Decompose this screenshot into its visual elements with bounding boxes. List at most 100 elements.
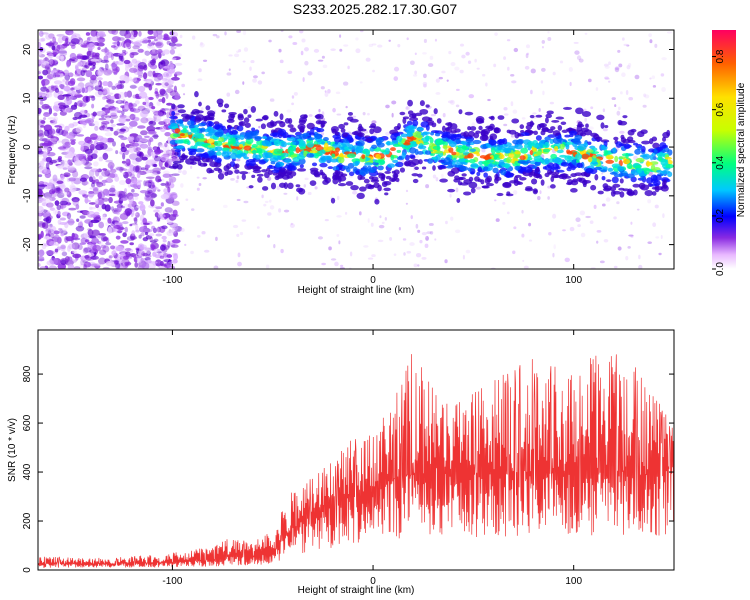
noise-blob — [83, 141, 91, 149]
noise-blob — [41, 103, 50, 110]
noise-blob — [116, 37, 122, 41]
ridge-blob — [626, 173, 635, 179]
noise-blob — [307, 191, 312, 196]
noise-blob — [441, 70, 446, 74]
ridge-blob — [663, 179, 667, 185]
ridge-blob — [248, 185, 254, 189]
noise-blob — [599, 260, 605, 264]
noise-blob — [79, 114, 88, 118]
ridge-blob — [506, 156, 512, 164]
noise-blob — [389, 236, 393, 241]
ridge-blob — [651, 136, 658, 142]
noise-blob — [83, 157, 93, 162]
noise-blob — [602, 108, 606, 113]
noise-blob — [112, 216, 121, 223]
ridge-blob — [309, 150, 318, 154]
ridge-blob — [392, 173, 399, 179]
ridge-blob — [217, 173, 225, 180]
noise-blob — [574, 50, 580, 55]
noise-blob — [67, 218, 75, 226]
ridge-blob — [406, 132, 414, 137]
noise-blob — [128, 145, 138, 151]
ridge-blob — [203, 152, 209, 159]
noise-blob — [80, 259, 85, 266]
ridge-blob — [427, 122, 434, 126]
noise-blob — [530, 68, 536, 74]
noise-blob — [415, 223, 419, 229]
noise-blob — [166, 102, 173, 106]
noise-blob — [198, 68, 202, 73]
ridge-blob — [523, 166, 533, 173]
ridge-blob — [531, 178, 538, 185]
ridge-blob — [516, 180, 521, 185]
ridge-blob — [337, 175, 347, 182]
ridge-blob — [571, 138, 581, 145]
noise-blob — [128, 67, 138, 73]
noise-blob — [134, 261, 139, 268]
noise-blob — [112, 68, 119, 75]
ridge-blob — [551, 120, 560, 123]
ridge-blob — [251, 174, 256, 179]
ridge-blob — [377, 165, 384, 171]
noise-blob — [84, 219, 93, 224]
colorbar-ticks: 0.00.20.40.60.8 — [712, 49, 726, 276]
ridge-blob — [171, 110, 176, 117]
noise-blob — [159, 125, 166, 133]
noise-blob — [445, 220, 448, 225]
noise-blob — [314, 186, 318, 190]
ridge-blob — [520, 147, 529, 154]
noise-blob — [145, 80, 152, 84]
ridge-blob — [381, 181, 388, 188]
noise-blob — [84, 254, 90, 259]
noise-blob — [153, 110, 162, 116]
ridge-blob — [470, 187, 476, 194]
noise-blob — [585, 215, 591, 219]
noise-blob — [64, 74, 71, 81]
noise-blob — [549, 101, 555, 105]
noise-blob — [71, 242, 80, 250]
noise-blob — [158, 98, 164, 102]
noise-blob — [137, 62, 147, 70]
noise-blob — [57, 155, 63, 160]
y-tick-label: 0 — [22, 567, 33, 573]
noise-blob — [576, 55, 582, 61]
ridge-blob — [623, 143, 631, 150]
noise-blob — [616, 201, 620, 205]
noise-blob — [406, 250, 412, 254]
noise-blob — [548, 232, 552, 236]
ridge-blob — [581, 110, 592, 118]
noise-blob — [38, 75, 44, 80]
noise-blob — [521, 117, 526, 120]
noise-blob — [125, 40, 131, 48]
noise-blob — [172, 156, 177, 162]
ridge-blob — [585, 123, 589, 128]
ridge-blob — [552, 130, 561, 136]
noise-blob — [405, 106, 409, 110]
ridge-blob — [321, 141, 326, 145]
ridge-blob — [407, 99, 413, 107]
noise-blob — [38, 30, 44, 37]
ridge-blob — [387, 163, 396, 168]
noise-blob — [79, 220, 83, 226]
noise-blob — [628, 96, 634, 101]
ridge-blob — [331, 153, 336, 158]
noise-blob — [413, 263, 418, 268]
noise-blob — [159, 260, 164, 266]
noise-blob — [604, 77, 610, 80]
ridge-blob — [496, 139, 505, 146]
ridge-blob — [295, 184, 301, 188]
noise-blob — [111, 85, 116, 90]
ridge-blob — [519, 124, 525, 130]
ridge-blob — [190, 111, 196, 115]
ridge-blob — [626, 163, 633, 170]
noise-blob — [103, 69, 108, 73]
noise-blob — [138, 201, 144, 205]
ridge-blob — [484, 177, 491, 184]
noise-blob — [162, 49, 171, 55]
ridge-blob — [453, 133, 462, 140]
ridge-blob — [640, 129, 648, 135]
noise-blob — [117, 230, 123, 234]
noise-blob — [502, 201, 506, 205]
ridge-blob — [467, 152, 474, 159]
noise-blob — [318, 108, 321, 113]
